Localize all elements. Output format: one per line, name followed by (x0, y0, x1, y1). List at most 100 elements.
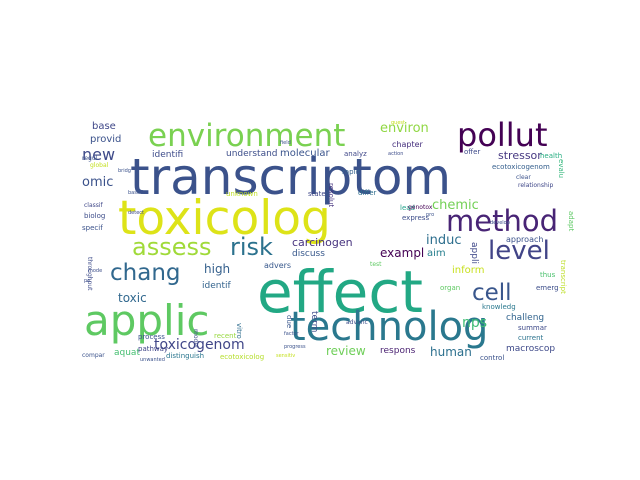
word: pollut (457, 119, 548, 154)
word: relationship (518, 182, 554, 189)
word: chemic (432, 198, 479, 213)
word: molecular (280, 148, 330, 159)
word: assess (132, 233, 212, 261)
word: toxic (118, 291, 147, 305)
word: lead (400, 204, 415, 212)
word: omic (82, 175, 114, 190)
word: effect (257, 258, 423, 326)
word: genotox (408, 204, 433, 211)
word: transcript (559, 260, 567, 294)
word: pe (84, 278, 91, 284)
word: method (446, 204, 558, 238)
word: aim (427, 248, 446, 259)
word: summar (518, 324, 547, 332)
word: action (388, 151, 404, 157)
word: distinguish (166, 352, 205, 360)
word: organ (440, 284, 461, 292)
word: base (92, 121, 116, 132)
word: health (540, 152, 563, 160)
word: thus (540, 271, 556, 279)
word: pro (426, 212, 435, 218)
word: toxicogenom (154, 337, 245, 353)
word: new (82, 145, 116, 164)
word: applic (84, 296, 210, 345)
word: quest (391, 120, 405, 126)
word: identifi (152, 150, 184, 160)
word: human (430, 345, 472, 359)
word: provid (90, 134, 122, 145)
word: chapter (392, 140, 423, 149)
word: advers (264, 261, 292, 270)
word: knowledg (482, 303, 516, 311)
word: differ (358, 189, 377, 197)
word: pathway (138, 345, 169, 353)
word: environ (380, 121, 429, 136)
word: review (326, 344, 366, 358)
word: advanc (346, 319, 368, 326)
word: unwanted (140, 357, 165, 363)
word: evalu (557, 159, 565, 179)
word: adapt (567, 211, 575, 232)
word: emerg (536, 284, 559, 292)
word: inform (452, 265, 485, 276)
word: transcriptom (130, 148, 452, 206)
word: approach (506, 235, 544, 244)
word: progress (284, 344, 306, 350)
word: rapid (342, 168, 360, 176)
word: aquat (114, 348, 140, 358)
word: respons (380, 346, 416, 356)
word: model (192, 329, 199, 348)
word: specif (82, 224, 103, 232)
word: ecotoxicolog (220, 353, 265, 361)
word: cell (472, 280, 512, 306)
word: understand (226, 149, 278, 159)
word: express (402, 214, 430, 222)
word: carcinogen (292, 236, 353, 249)
word: control (480, 354, 505, 362)
word: risk (230, 233, 273, 261)
word: regul (82, 155, 98, 162)
word: classif (84, 202, 103, 209)
word: due (285, 315, 293, 329)
word: global (90, 162, 109, 169)
word: process (138, 333, 165, 341)
word: vitro (235, 323, 243, 339)
word: appli (469, 242, 479, 264)
word: exampl (380, 246, 425, 260)
word: biolog (84, 212, 106, 220)
word: clear (516, 174, 531, 181)
word: toxicolog (118, 191, 331, 246)
word: resolut (327, 183, 335, 208)
word: high (204, 262, 231, 276)
word: macroscop (506, 344, 556, 354)
word: ecotoxicogenom (492, 163, 550, 171)
word: mode (88, 268, 103, 274)
word: factor (284, 331, 299, 337)
word: current (518, 334, 544, 342)
word: detect (128, 210, 144, 216)
word: compar (82, 352, 105, 359)
word: identif (202, 281, 231, 291)
word: bridg (118, 168, 131, 174)
word: test (370, 261, 382, 268)
word: field (280, 140, 291, 146)
word: chang (110, 260, 181, 286)
word: sensitiv (276, 353, 296, 359)
word: offer (464, 148, 481, 156)
word: stressor (498, 149, 542, 162)
word: level (488, 236, 550, 266)
word: nps (462, 315, 488, 331)
word: state (308, 190, 326, 198)
word: unknown (226, 190, 258, 198)
word: based (128, 190, 144, 196)
word-cloud: transcriptom effect toxicolog environmen… (80, 119, 576, 367)
word: induc (426, 233, 462, 248)
word: discuss (292, 249, 325, 259)
word: recent (214, 332, 237, 340)
word: analyz (344, 150, 367, 158)
word: challeng (506, 313, 545, 323)
word: technolog (290, 304, 489, 350)
word: environment (148, 119, 346, 154)
word: develop (490, 220, 510, 226)
word: term (309, 311, 319, 333)
